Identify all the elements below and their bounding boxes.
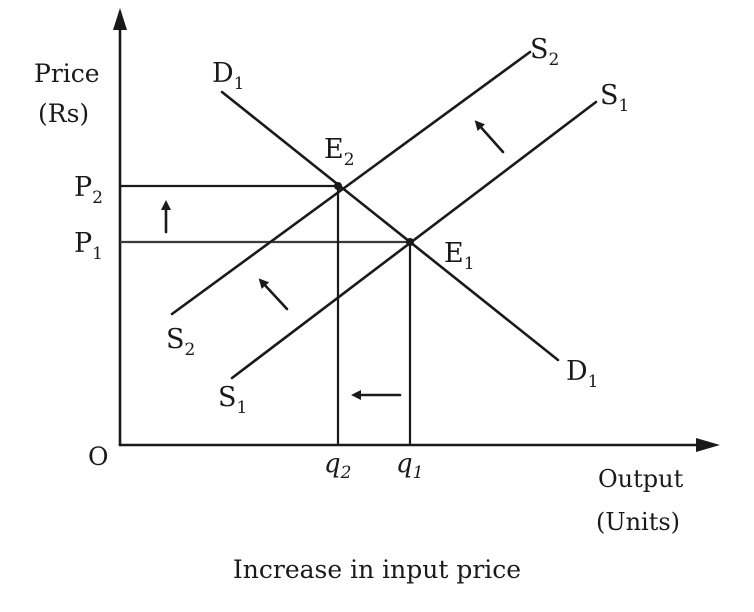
- x-axis-arrowhead: [696, 438, 720, 452]
- supply-shift-arrow-lower: [258, 278, 289, 311]
- demand-label-bottom: D1: [566, 356, 598, 392]
- x-axis-label-unit: (Units): [596, 508, 680, 536]
- quantity-label-q2: q2: [324, 449, 351, 483]
- y-axis-label-price: Price: [34, 59, 100, 88]
- supply-s2-label-top: S2: [530, 34, 559, 70]
- y-axis-label-unit: (Rs): [38, 99, 89, 128]
- demand-label-top: D1: [212, 58, 244, 94]
- supply-s1-label-bottom: S1: [218, 382, 247, 418]
- supply-s2-label-bottom: S2: [166, 324, 195, 360]
- supply-s1-label-top: S1: [600, 80, 629, 116]
- equilibrium-point-e1: [406, 238, 414, 246]
- supply-shift-arrow-upper: [474, 120, 505, 154]
- equilibrium-label-e2: E2: [324, 134, 355, 170]
- price-label-p1: P1: [74, 228, 103, 264]
- y-axis-arrowhead: [113, 8, 127, 30]
- price-label-p2: P2: [74, 172, 103, 208]
- quantity-label-q1: q1: [396, 449, 423, 483]
- demand-curve-d1: [220, 90, 560, 362]
- equilibrium-point-e2: [334, 182, 342, 190]
- supply-curve-s1: [230, 100, 598, 380]
- equilibrium-label-e1: E1: [444, 238, 475, 274]
- origin-label: O: [88, 442, 109, 471]
- diagram-caption: Increase in input price: [233, 555, 521, 584]
- x-axis-label-output: Output: [598, 465, 684, 493]
- supply-curve-s2: [170, 50, 532, 316]
